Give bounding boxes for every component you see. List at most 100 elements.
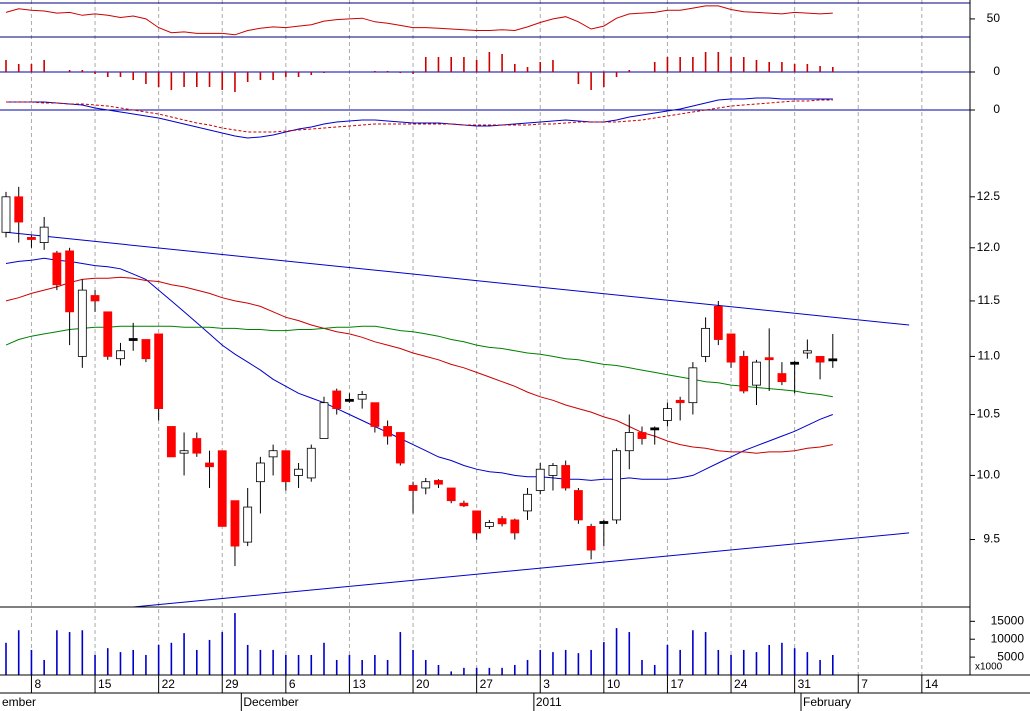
candle-body xyxy=(574,490,583,521)
candle-body xyxy=(408,485,418,491)
x-tick-label: 3 xyxy=(543,677,550,691)
candle-body xyxy=(459,502,469,507)
bar xyxy=(755,60,758,72)
y-tick-label: 0 xyxy=(993,64,1000,78)
bar xyxy=(246,644,249,675)
bar xyxy=(399,632,402,675)
bar xyxy=(259,72,262,80)
bar xyxy=(475,667,478,675)
bar xyxy=(43,659,45,675)
bar xyxy=(819,66,821,72)
candle-body xyxy=(243,506,253,543)
bar xyxy=(806,652,809,675)
bar xyxy=(666,644,669,675)
bar xyxy=(653,664,656,675)
bar xyxy=(43,60,45,72)
moving-average xyxy=(5,276,833,454)
candle-body xyxy=(421,481,431,489)
candle-body xyxy=(802,350,812,354)
candle-body xyxy=(548,465,558,476)
bar xyxy=(348,654,351,675)
bar xyxy=(615,628,618,675)
bar xyxy=(374,71,376,72)
candle-body xyxy=(815,356,825,363)
candle-body xyxy=(357,394,367,400)
candle-body xyxy=(1,196,11,233)
bar xyxy=(742,57,745,72)
candle-body xyxy=(90,295,100,302)
trend-line xyxy=(133,532,910,608)
bar xyxy=(514,64,516,72)
month-label: ember xyxy=(2,695,36,709)
bar xyxy=(437,57,440,72)
candle-body xyxy=(230,500,240,547)
y-tick-label: 0 xyxy=(993,102,1000,116)
unit-label: x1000 xyxy=(975,662,1003,673)
bar xyxy=(119,72,122,77)
candle-body xyxy=(52,252,62,286)
bar xyxy=(424,659,427,675)
bar xyxy=(221,72,224,90)
x-tick-label: 14 xyxy=(925,677,939,691)
bar xyxy=(208,72,211,87)
bar xyxy=(832,654,834,675)
y-tick-label: 12.0 xyxy=(977,240,1001,254)
candle-body xyxy=(179,450,189,454)
bar xyxy=(730,57,732,72)
bar xyxy=(335,659,338,675)
x-tick-label: 27 xyxy=(480,677,494,691)
candle-body xyxy=(650,427,660,431)
bar xyxy=(806,64,809,72)
x-tick-label: 17 xyxy=(670,677,684,691)
candle-body xyxy=(497,518,507,525)
candle-body xyxy=(141,339,151,360)
bar xyxy=(132,72,134,80)
y-tick-label: 15000 xyxy=(991,613,1025,627)
candle-body xyxy=(166,426,176,458)
bar xyxy=(653,62,656,72)
candle-body xyxy=(370,402,380,427)
bar xyxy=(679,57,681,72)
month-label: December xyxy=(243,695,298,709)
bar xyxy=(488,667,491,675)
bar xyxy=(552,60,554,72)
bar xyxy=(81,630,84,675)
indicator-line xyxy=(6,99,833,133)
y-tick-label: 5000 xyxy=(997,649,1024,663)
bar xyxy=(157,72,160,87)
candle-body xyxy=(764,357,774,361)
bar xyxy=(475,60,478,72)
bar xyxy=(386,659,389,675)
bar xyxy=(68,632,71,675)
y-tick-label: 10.5 xyxy=(977,407,1001,421)
candle-body xyxy=(484,522,494,527)
bar xyxy=(526,659,529,675)
moving-average xyxy=(5,257,833,481)
candle-body xyxy=(306,447,316,479)
bar xyxy=(590,72,592,90)
bar xyxy=(5,60,7,72)
bar xyxy=(590,649,592,675)
candle-body xyxy=(268,450,278,458)
bar xyxy=(781,62,783,72)
bar xyxy=(310,654,313,675)
bar xyxy=(323,72,325,73)
candle-body xyxy=(535,468,545,491)
labels-layer: 8 15 22 29 6 13 20 27 3 10 17 24 31 7 14 ember December 2… xyxy=(2,11,1024,709)
bar xyxy=(641,659,643,675)
candle-body xyxy=(434,480,443,485)
bar xyxy=(704,632,707,675)
x-tick-label: 20 xyxy=(416,677,430,691)
bar xyxy=(692,630,694,675)
candle-body xyxy=(624,432,634,452)
bar xyxy=(793,64,796,72)
bar xyxy=(30,64,33,72)
x-tick-label: 15 xyxy=(98,677,112,691)
bar xyxy=(730,654,732,675)
candle-body xyxy=(510,519,520,534)
bar xyxy=(157,644,160,675)
candle-body xyxy=(217,450,227,527)
bar xyxy=(170,642,173,675)
x-tick-label: 31 xyxy=(798,677,812,691)
bar xyxy=(81,70,84,72)
